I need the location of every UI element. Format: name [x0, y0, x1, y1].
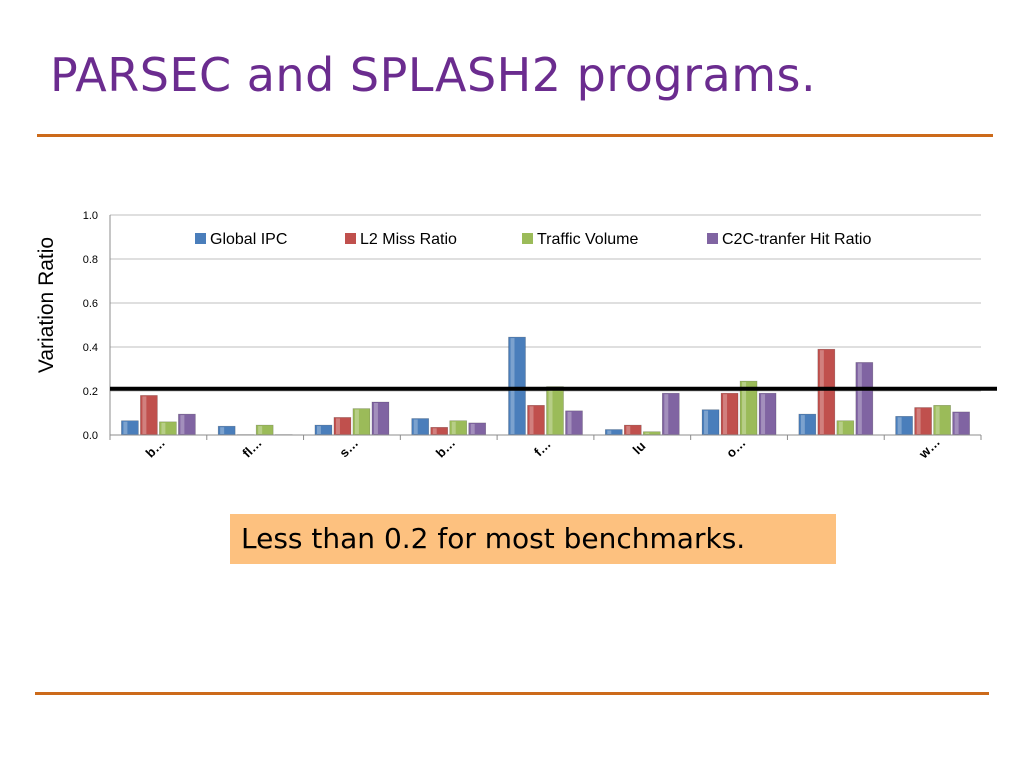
chart-legend: Global IPC L2 Miss Ratio Traffic Volume …: [195, 231, 915, 251]
bar-highlight: [567, 411, 572, 434]
top-divider: [37, 134, 993, 137]
y-tick-label: 0.4: [83, 342, 98, 354]
bar-highlight: [529, 406, 534, 434]
legend-swatch-c2c-hit-ratio: [707, 233, 718, 244]
bar-highlight: [664, 394, 669, 434]
bar-highlight: [354, 409, 359, 434]
bar-highlight: [432, 428, 437, 434]
bar-highlight: [742, 382, 747, 434]
legend-label-c2c-hit-ratio: C2C-tranfer Hit Ratio: [722, 231, 872, 248]
x-tick-label: f…: [531, 436, 554, 459]
bottom-divider: [35, 692, 989, 695]
bar-highlight: [723, 394, 728, 434]
bar-highlight: [916, 408, 921, 434]
bar-highlight: [373, 403, 378, 434]
bar-highlight: [161, 422, 166, 434]
legend-swatch-l2-miss-ratio: [345, 233, 356, 244]
bar-highlight: [838, 421, 843, 434]
bar-highlight: [607, 430, 612, 434]
bar-highlight: [954, 412, 959, 434]
bar-highlight: [316, 426, 321, 434]
bar-highlight: [470, 423, 475, 434]
bar-highlight: [413, 419, 418, 434]
x-tick-label: o…: [723, 435, 748, 460]
legend-label-traffic-volume: Traffic Volume: [537, 231, 639, 248]
bar-highlight: [548, 387, 553, 434]
callout-box: Less than 0.2 for most benchmarks.: [230, 514, 836, 564]
legend-swatch-global-ipc: [195, 233, 206, 244]
slide-title: PARSEC and SPLASH2 programs.: [50, 48, 817, 102]
bar-highlight: [220, 427, 225, 434]
bar-highlight: [819, 350, 824, 434]
x-tick-label: lu: [630, 438, 649, 457]
bar-highlight: [510, 338, 515, 434]
y-tick-label: 1.0: [83, 210, 98, 222]
bar-highlight: [857, 363, 862, 434]
bar-highlight: [335, 418, 340, 434]
legend-label-l2-miss-ratio: L2 Miss Ratio: [360, 231, 457, 248]
legend-swatch-traffic-volume: [522, 233, 533, 244]
y-tick-label: 0.2: [83, 386, 98, 398]
legend-label-global-ipc: Global IPC: [210, 231, 288, 248]
bar-highlight: [180, 415, 185, 434]
x-tick-label: w…: [915, 434, 943, 462]
bar-highlight: [761, 394, 766, 434]
y-tick-label: 0.6: [83, 298, 98, 310]
x-tick-label: s…: [336, 435, 361, 460]
legend-item-traffic-volume: Traffic Volume: [522, 231, 638, 249]
bar-highlight: [800, 415, 805, 434]
x-tick-label: b…: [142, 435, 167, 460]
legend-item-l2-miss-ratio: L2 Miss Ratio: [345, 231, 457, 249]
bar-highlight: [897, 417, 902, 434]
x-tick-label: b…: [433, 435, 458, 460]
bar-highlight: [645, 432, 650, 434]
bar-highlight: [123, 421, 128, 434]
bar-highlight: [626, 426, 631, 434]
bar-highlight: [451, 421, 456, 434]
legend-item-global-ipc: Global IPC: [195, 231, 287, 249]
callout-text: Less than 0.2 for most benchmarks.: [241, 522, 746, 555]
x-tick-label: fl…: [239, 435, 264, 460]
y-tick-label: 0.0: [83, 430, 98, 442]
y-tick-label: 0.8: [83, 254, 98, 266]
legend-item-c2c-hit-ratio: C2C-tranfer Hit Ratio: [707, 231, 871, 249]
bar-highlight: [935, 406, 940, 434]
bar-highlight: [142, 396, 147, 434]
bar-highlight: [704, 410, 709, 434]
bar-highlight: [258, 426, 263, 434]
